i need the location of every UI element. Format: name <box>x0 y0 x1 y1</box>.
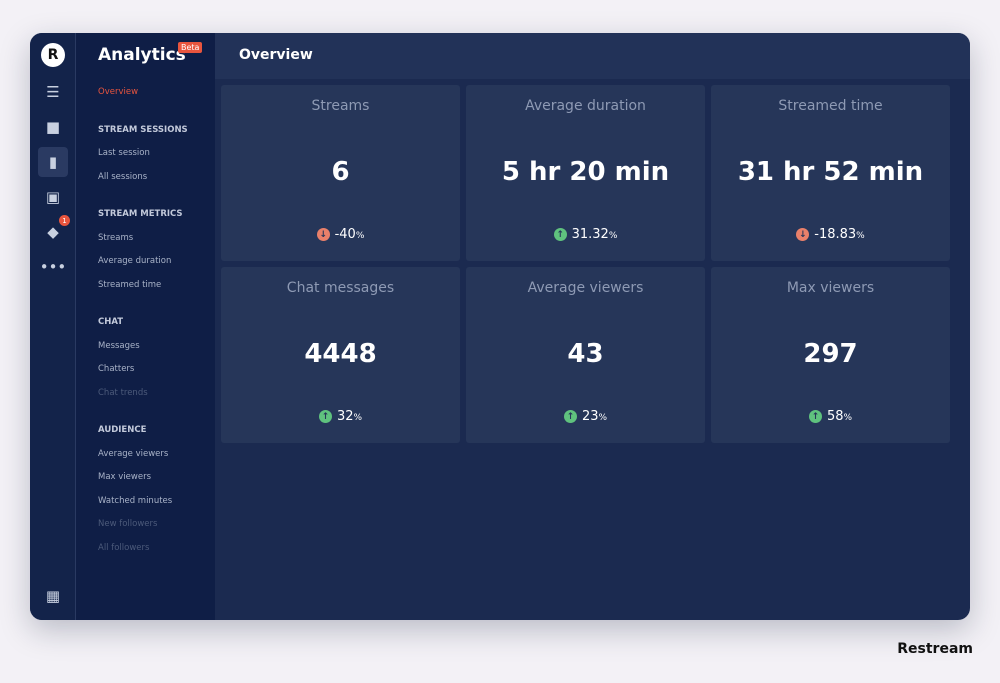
metric-value: 5 hr 20 min <box>501 157 670 187</box>
nav-section-title: STREAM SESSIONS <box>98 124 188 135</box>
metric-value: 31 hr 52 min <box>737 157 924 187</box>
percent-sign: % <box>355 231 365 241</box>
percent-sign: % <box>608 231 618 241</box>
change-value: -40 <box>334 227 356 242</box>
restream-logo[interactable]: R <box>41 43 65 67</box>
arrow-up-icon: ↑ <box>563 410 577 423</box>
diamond-icon[interactable]: ◆ 1 <box>38 215 70 247</box>
arrow-up-icon: ↑ <box>318 410 332 423</box>
bar-chart-icon[interactable]: ▮ <box>38 147 68 177</box>
notification-badge: 1 <box>59 215 70 226</box>
metric-card[interactable]: Streams 6 ↓ -40% <box>221 85 460 261</box>
metric-change: ↑ 31.32% <box>466 227 705 242</box>
app-window: R ☰ ■ ▮ ▣ ◆ 1 ••• ▦ Analytics Beta Overvi… <box>30 33 970 620</box>
nav-item[interactable]: Streamed time <box>98 279 162 290</box>
metric-card[interactable]: Chat messages 4448 ↑ 32% <box>221 267 460 443</box>
change-value: 31.32 <box>571 227 609 242</box>
nav-item[interactable]: Last session <box>98 148 150 158</box>
nav-item[interactable]: Average viewers <box>98 448 169 459</box>
analytics-nav: Analytics Beta Overview STREAM SESSIONS L… <box>76 33 215 620</box>
calendar-icon[interactable]: ▣ <box>45 188 61 206</box>
nav-section-title: AUDIENCE <box>98 425 147 435</box>
metric-value: 6 <box>331 157 350 187</box>
nav-item[interactable]: Chatters <box>98 364 135 374</box>
nav-section-title: CHAT <box>98 317 124 327</box>
restream-brand: Restream <box>897 641 973 657</box>
page-title: Overview <box>215 33 970 79</box>
metric-change: ↑ 32% <box>221 409 460 424</box>
gift-icon[interactable]: ▦ <box>45 587 61 605</box>
beta-badge: Beta <box>178 42 203 53</box>
change-value: -18.83 <box>814 227 857 242</box>
metric-title: Average viewers <box>527 280 644 296</box>
nav-item: New followers <box>98 519 158 529</box>
metric-card[interactable]: Average duration 5 hr 20 min ↑ 31.32% <box>466 85 705 261</box>
metric-value: 43 <box>567 339 604 369</box>
arrow-down-icon: ↓ <box>796 228 810 241</box>
arrow-down-icon: ↓ <box>316 228 330 241</box>
arrow-up-icon: ↑ <box>808 410 822 423</box>
nav-item[interactable]: Average duration <box>98 256 172 266</box>
metric-value: 297 <box>803 339 858 369</box>
metric-change: ↑ 58% <box>711 409 950 424</box>
toggle-icon[interactable]: ☰ <box>46 83 60 101</box>
metric-title: Average duration <box>525 98 646 114</box>
metric-change: ↓ -18.83% <box>711 227 950 242</box>
metric-title: Streams <box>311 98 370 114</box>
nav-item[interactable]: Watched minutes <box>98 495 173 506</box>
metric-card[interactable]: Average viewers 43 ↑ 23% <box>466 267 705 443</box>
percent-sign: % <box>598 413 608 423</box>
app-title: Analytics <box>98 45 186 65</box>
nav-item[interactable]: All sessions <box>98 171 148 182</box>
arrow-up-icon: ↑ <box>553 228 567 241</box>
nav-section-title: STREAM METRICS <box>98 209 183 219</box>
metric-title: Max viewers <box>786 280 875 296</box>
percent-sign: % <box>353 413 363 423</box>
nav-item-overview[interactable]: Overview <box>98 87 139 97</box>
metric-change: ↑ 23% <box>466 409 705 424</box>
change-value: 32 <box>336 409 354 424</box>
nav-item[interactable]: Messages <box>98 340 140 351</box>
change-value: 23 <box>581 409 599 424</box>
metric-card[interactable]: Max viewers 297 ↑ 58% <box>711 267 950 443</box>
nav-item: All followers <box>98 542 150 553</box>
metric-title: Streamed time <box>778 98 883 114</box>
more-icon[interactable]: ••• <box>39 258 67 276</box>
percent-sign: % <box>856 231 865 241</box>
metric-title: Chat messages <box>286 280 395 296</box>
nav-item[interactable]: Max viewers <box>98 472 152 482</box>
metric-change: ↓ -40% <box>221 227 460 242</box>
nav-item: Chat trends <box>98 387 148 398</box>
metric-value: 4448 <box>304 339 377 369</box>
percent-sign: % <box>843 413 853 423</box>
metric-card[interactable]: Streamed time 31 hr 52 min ↓ -18.83% <box>711 85 950 261</box>
nav-item[interactable]: Streams <box>98 232 134 243</box>
icon-rail: R ☰ ■ ▮ ▣ ◆ 1 ••• ▦ <box>30 33 76 620</box>
video-camera-icon[interactable]: ■ <box>45 118 61 136</box>
main-content: Overview Streams 6 ↓ -40% Average duration… <box>215 33 970 620</box>
change-value: 58 <box>826 409 844 424</box>
